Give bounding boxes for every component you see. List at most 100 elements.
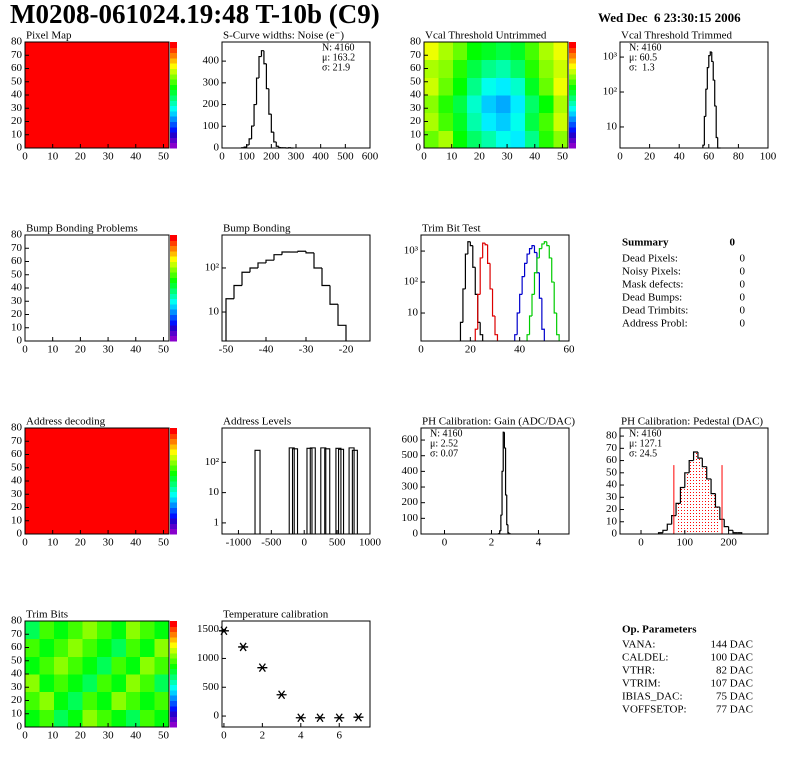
- panel-title: Trim Bit Test: [422, 223, 481, 235]
- palette-step: [170, 652, 177, 659]
- histogram-bin: [487, 244, 491, 264]
- histogram-bin: [265, 259, 274, 263]
- x-tick-label: 10: [47, 537, 59, 549]
- x-tick-label: 0: [22, 537, 28, 549]
- heatmap-cell: [438, 95, 454, 114]
- heatmap-cell: [53, 638, 69, 657]
- heatmap-cell: [496, 130, 511, 149]
- palette-step: [170, 57, 177, 64]
- heatmap-cell: [154, 656, 170, 675]
- palette-step: [170, 443, 177, 450]
- heatmap-cell: [496, 112, 511, 131]
- y-tick-label: 50: [11, 75, 23, 87]
- heatmap-cell: [154, 621, 170, 640]
- histogram-bin: [708, 55, 711, 68]
- y-tick-label: 10: [606, 120, 618, 132]
- palette-step: [170, 47, 177, 54]
- histogram-bin: [464, 253, 468, 289]
- heatmap-cell: [125, 674, 141, 693]
- x-tick-label: 0: [219, 151, 225, 163]
- y-tick-label: 80: [606, 430, 618, 442]
- y-tick-label: 0: [612, 528, 618, 540]
- histogram-bin: [233, 284, 242, 299]
- x-tick-label: 50: [158, 537, 170, 549]
- palette-step: [170, 674, 177, 680]
- x-tick-label: 0: [617, 151, 623, 163]
- heatmap-cell: [524, 112, 540, 131]
- histogram-bin: [531, 293, 535, 317]
- y-tick-label: 50: [11, 268, 23, 280]
- palette-step: [170, 679, 177, 686]
- palette-step: [170, 695, 177, 701]
- y-tick-label: 500: [203, 681, 220, 693]
- y-tick-label: 70: [11, 628, 23, 640]
- y-tick-label: 40: [606, 479, 618, 491]
- x-tick-label: 40: [529, 151, 541, 163]
- heatmap-cell: [539, 59, 555, 78]
- palette-step: [569, 52, 576, 59]
- palette-step: [170, 523, 177, 530]
- heatmap-cell: [154, 638, 170, 657]
- histogram-bin: [524, 262, 528, 277]
- palette-step: [170, 684, 177, 691]
- x-tick-label: 40: [674, 151, 686, 163]
- histogram-bin: [711, 51, 714, 63]
- heatmap-cell: [97, 638, 112, 657]
- y-tick-label: 40: [11, 282, 23, 294]
- y-tick-label: 300: [203, 76, 220, 88]
- x-tick-label: 400: [312, 151, 329, 163]
- heatmap-cell: [496, 95, 511, 114]
- palette-step: [170, 309, 177, 315]
- palette-step: [170, 507, 177, 514]
- x-tick-label: 0: [22, 344, 28, 356]
- y-tick-label: 20: [11, 501, 23, 513]
- heatmap-cell: [467, 95, 483, 114]
- heatmap-cell: [68, 709, 84, 728]
- heatmap-cell: [510, 130, 526, 149]
- y-tick-label: 10: [11, 128, 23, 140]
- histogram-bin: [494, 316, 499, 341]
- parameter-value: 144 DAC: [711, 639, 753, 651]
- histogram-bin: [491, 288, 495, 317]
- palette-step: [170, 325, 177, 331]
- heatmap-cell: [524, 95, 540, 114]
- palette-step: [569, 68, 576, 75]
- heatmap-cell: [524, 130, 540, 149]
- x-tick-label: 200: [263, 151, 280, 163]
- stats-line: N: 4160: [430, 428, 463, 439]
- palette-step: [569, 42, 576, 48]
- x-tick-label: 500: [337, 151, 354, 163]
- histogram-bin: [541, 298, 545, 341]
- x-tick-label: 50: [158, 151, 170, 163]
- palette-step: [569, 63, 576, 69]
- x-tick-label: 10: [47, 730, 59, 742]
- palette-step: [569, 95, 576, 101]
- histogram-bin: [469, 241, 473, 247]
- x-tick-label: 50: [557, 151, 569, 163]
- palette-step: [170, 314, 177, 321]
- heatmap-cell: [97, 674, 112, 693]
- y-tick-label: 20: [11, 115, 23, 127]
- heatmap-cell: [140, 621, 156, 640]
- histogram-bin: [538, 272, 542, 299]
- summary-label: Dead Trimbits:: [622, 305, 688, 317]
- heatmap-cell: [82, 638, 98, 657]
- heatmap-cell: [82, 691, 98, 710]
- y-tick-label: 30: [11, 102, 23, 114]
- x-tick-label: 2: [489, 537, 495, 549]
- histogram-bin: [489, 263, 493, 290]
- heatmap-cell: [125, 621, 141, 640]
- histogram-bin: [499, 530, 501, 534]
- histogram-bin: [514, 334, 518, 341]
- palette-step: [569, 126, 576, 133]
- histogram-bin: [313, 252, 322, 269]
- palette-step: [170, 277, 177, 284]
- x-tick-label: 30: [103, 344, 115, 356]
- panel-title: Address Levels: [223, 416, 291, 428]
- y-tick-label: 50: [410, 75, 422, 87]
- y-tick-label: 60: [410, 62, 422, 74]
- heatmap-cell: [82, 656, 98, 675]
- histogram-bin: [526, 334, 530, 341]
- plot-frame: [221, 234, 371, 342]
- x-tick-label: -500: [261, 537, 282, 549]
